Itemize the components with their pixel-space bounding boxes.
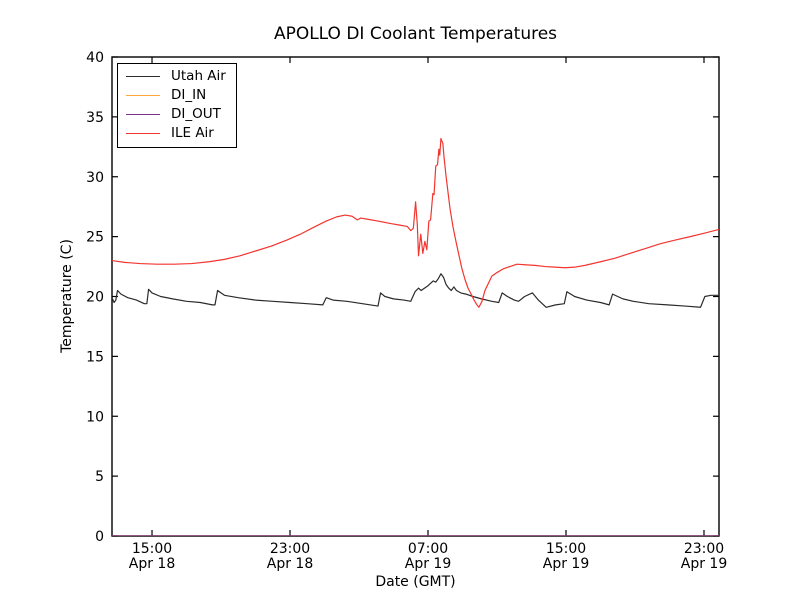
y-tick-label: 25 — [86, 230, 104, 246]
legend-item-di-out: DI_OUT — [126, 105, 226, 124]
legend-item-utah-air: Utah Air — [126, 67, 226, 86]
y-tick-label: 15 — [86, 349, 104, 365]
x-tick-label-time: 07:00 — [408, 541, 448, 557]
legend-label-ile-air: ILE Air — [171, 124, 214, 141]
legend-swatch-ile-air — [126, 133, 160, 134]
legend-swatch-di-out — [126, 114, 160, 115]
x-tick-label-date: Apr 18 — [129, 556, 175, 572]
legend: Utah Air DI_IN DI_OUT ILE Air — [117, 63, 237, 148]
legend-swatch-di-in — [126, 95, 160, 96]
x-tick-label-time: 23:00 — [684, 541, 724, 557]
series-line-utah-air — [112, 273, 719, 308]
y-tick-label: 20 — [86, 290, 104, 306]
legend-label-utah-air: Utah Air — [171, 67, 226, 84]
y-tick-label: 0 — [95, 529, 104, 545]
x-tick-label-date: Apr 19 — [681, 556, 727, 572]
chart-title: APOLLO DI Coolant Temperatures — [273, 24, 558, 44]
x-tick-label-time: 15:00 — [546, 541, 586, 557]
y-tick-label: 10 — [86, 409, 104, 425]
legend-item-ile-air: ILE Air — [126, 124, 226, 143]
x-tick-label-time: 15:00 — [132, 541, 172, 557]
x-tick-label-date: Apr 19 — [405, 556, 451, 572]
x-tick-label-date: Apr 19 — [543, 556, 589, 572]
y-tick-label: 35 — [86, 110, 104, 126]
legend-swatch-utah-air — [126, 76, 160, 77]
y-tick-label: 40 — [86, 50, 104, 66]
legend-label-di-in: DI_IN — [171, 86, 207, 103]
legend-label-di-out: DI_OUT — [171, 105, 221, 122]
y-tick-label: 5 — [95, 469, 104, 485]
x-tick-label-time: 23:00 — [270, 541, 310, 557]
legend-item-di-in: DI_IN — [126, 86, 226, 105]
y-tick-label: 30 — [86, 170, 104, 186]
x-axis-label: Date (GMT) — [375, 574, 456, 590]
y-axis-label: Temperature (C) — [59, 239, 75, 353]
series-line-ile-air — [112, 137, 719, 308]
x-tick-label-date: Apr 18 — [267, 556, 313, 572]
